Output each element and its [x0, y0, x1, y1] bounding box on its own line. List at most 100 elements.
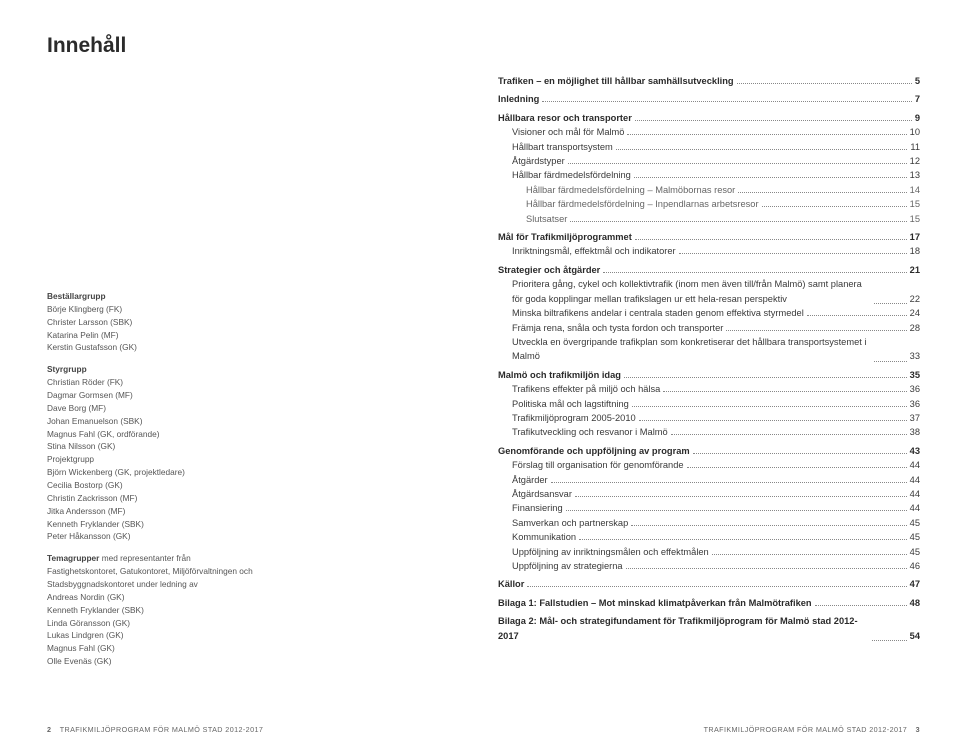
toc-leader	[693, 449, 907, 454]
toc-leader	[874, 299, 907, 304]
toc-leader	[726, 325, 906, 330]
toc-page: 9	[915, 111, 920, 125]
toc-page: 45	[910, 516, 920, 530]
toc-page: 36	[910, 397, 920, 411]
toc-leader	[815, 601, 907, 606]
toc-label: Källor	[498, 577, 524, 591]
toc-leader	[626, 564, 907, 569]
footer-text-left: TRAFIKMILJÖPROGRAM FÖR MALMÖ STAD 2012-2…	[60, 725, 264, 734]
toc-page: 38	[910, 425, 920, 439]
toc-page: 18	[910, 244, 920, 258]
toc-label: Åtgärder	[512, 473, 548, 487]
toc-label: Malmö och trafikmiljön idag	[498, 368, 621, 382]
toc-leader	[679, 249, 907, 254]
contributor-group: BeställargruppBörje Klingberg (FK)Christ…	[47, 290, 262, 354]
toc-leader	[635, 235, 907, 240]
toc-label: Genomförande och uppföljning av program	[498, 444, 690, 458]
toc-row: Bilaga 2: Mål- och strategifundament för…	[498, 614, 920, 643]
group-member: Kenneth Fryklander (SBK)	[47, 518, 262, 531]
toc-page: 54	[910, 629, 920, 643]
toc-page: 12	[910, 154, 920, 168]
toc-row: Åtgärdsansvar44	[498, 487, 920, 501]
toc-row: Källor 47	[498, 577, 920, 591]
toc-row: Hållbar färdmedelsfördelning – Malmöborn…	[498, 183, 920, 197]
toc-leader	[872, 636, 906, 641]
toc-leader	[616, 145, 908, 150]
toc-page: 17	[910, 230, 920, 244]
toc-row: Inledning7	[498, 92, 920, 106]
contributor-group: StyrgruppChristian Röder (FK)Dagmar Gorm…	[47, 363, 262, 543]
toc-page: 11	[910, 140, 920, 154]
toc-label: Uppföljning av strategierna	[512, 559, 623, 573]
toc-leader	[635, 116, 912, 121]
toc-row: Utveckla en övergripande trafikplan som …	[498, 335, 920, 364]
footer-text-right: TRAFIKMILJÖPROGRAM FÖR MALMÖ STAD 2012-2…	[704, 725, 908, 734]
toc-label: Inriktningsmål, effektmål och indikatore…	[512, 244, 676, 258]
page-right: Trafiken – en möjlighet till hållbar sam…	[480, 0, 960, 756]
toc-row: Visioner och mål för Malmö10	[498, 125, 920, 139]
table-of-contents: Trafiken – en möjlighet till hållbar sam…	[498, 74, 920, 643]
toc-row: Inriktningsmål, effektmål och indikatore…	[498, 244, 920, 258]
toc-leader	[551, 477, 907, 482]
toc-row: Trafikmiljöprogram 2005-2010 37	[498, 411, 920, 425]
toc-leader	[762, 202, 907, 207]
group-member: Björn Wickenberg (GK, projektledare)	[47, 466, 262, 479]
toc-label: Hållbart transportsystem	[512, 140, 613, 154]
toc-page: 33	[910, 349, 920, 363]
toc-row: Hållbar färdmedelsfördelning – Inpendlar…	[498, 197, 920, 211]
toc-label: Hållbara resor och transporter	[498, 111, 632, 125]
toc-row: Förslag till organisation för genomföran…	[498, 458, 920, 472]
group-member: Christer Larsson (SBK)	[47, 316, 262, 329]
toc-leader	[568, 159, 907, 164]
toc-leader	[737, 79, 912, 84]
toc-leader	[579, 535, 907, 540]
group-member: Christin Zackrisson (MF)	[47, 492, 262, 505]
toc-row: Trafikutveckling och resvanor i Malmö 38	[498, 425, 920, 439]
toc-leader	[738, 188, 906, 193]
group-member: Johan Emanuelson (SBK)	[47, 415, 262, 428]
toc-row: Hållbart transportsystem 11	[498, 140, 920, 154]
toc-page: 46	[910, 559, 920, 573]
toc-page: 28	[910, 321, 920, 335]
toc-page: 21	[910, 263, 920, 277]
toc-page: 45	[910, 545, 920, 559]
toc-leader	[566, 506, 907, 511]
tema-member: Olle Evenäs (GK)	[47, 655, 262, 668]
toc-page: 47	[910, 577, 920, 591]
toc-label: Trafikmiljöprogram 2005-2010	[512, 411, 636, 425]
toc-page: 14	[910, 183, 920, 197]
group-member: Jitka Andersson (MF)	[47, 505, 262, 518]
toc-leader	[807, 311, 907, 316]
toc-page: 24	[910, 306, 920, 320]
page-number-right: 3	[916, 725, 920, 734]
toc-label: Trafikutveckling och resvanor i Malmö	[512, 425, 668, 439]
toc-page: 44	[910, 487, 920, 501]
group-title: Beställargrupp	[47, 290, 262, 303]
toc-page: 37	[910, 411, 920, 425]
toc-row: Åtgärder44	[498, 473, 920, 487]
group-member: Christian Röder (FK)	[47, 376, 262, 389]
toc-leader	[639, 416, 907, 421]
toc-page: 13	[910, 168, 920, 182]
toc-label: Trafikens effekter på miljö och hälsa	[512, 382, 660, 396]
toc-page: 15	[910, 212, 920, 226]
toc-label: Slutsatser	[526, 212, 567, 226]
temagrupper-title: Temagrupper	[47, 553, 99, 563]
toc-label: Hållbar färdmedelsfördelning	[512, 168, 631, 182]
toc-label: Kommunikation	[512, 530, 576, 544]
toc-label: Bilaga 1: Fallstudien – Mot minskad klim…	[498, 596, 812, 610]
group-member: Dave Borg (MF)	[47, 402, 262, 415]
toc-page: 15	[910, 197, 920, 211]
toc-row: Genomförande och uppföljning av program4…	[498, 444, 920, 458]
toc-label: Finansiering	[512, 501, 563, 515]
toc-leader	[575, 492, 907, 497]
toc-leader	[627, 130, 906, 135]
toc-leader	[542, 97, 912, 102]
tema-member: Lukas Lindgren (GK)	[47, 629, 262, 642]
toc-row: Främja rena, snåla och tysta fordon och …	[498, 321, 920, 335]
page-title: Innehåll	[47, 34, 126, 58]
toc-label: Inledning	[498, 92, 539, 106]
temagrupper-block: Temagrupper med representanter från Fast…	[47, 552, 262, 668]
toc-label: Främja rena, snåla och tysta fordon och …	[512, 321, 723, 335]
toc-row: Slutsatser 15	[498, 212, 920, 226]
